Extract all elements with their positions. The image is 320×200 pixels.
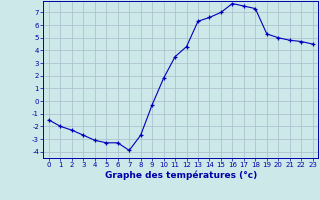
X-axis label: Graphe des températures (°c): Graphe des températures (°c): [105, 171, 257, 180]
